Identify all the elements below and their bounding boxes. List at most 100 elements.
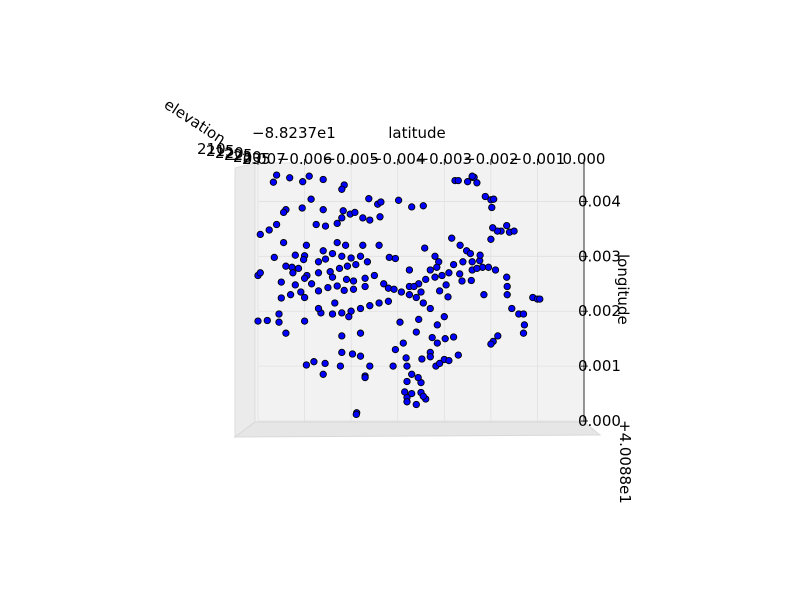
scatter-point bbox=[314, 258, 323, 266]
scatter-point bbox=[426, 304, 434, 313]
x-tick-label: 0.000 bbox=[563, 150, 606, 168]
scatter-point bbox=[503, 282, 511, 291]
scatter-point bbox=[338, 348, 346, 357]
scatter-point bbox=[484, 263, 493, 271]
scatter-point bbox=[356, 252, 365, 260]
scatter-point bbox=[454, 351, 462, 359]
scatter-point bbox=[503, 221, 511, 230]
scatter-point bbox=[520, 321, 529, 329]
scatter-point bbox=[307, 280, 316, 288]
scatter-point bbox=[299, 255, 308, 264]
scatter-point bbox=[314, 304, 323, 313]
scatter-point bbox=[338, 252, 346, 260]
scatter-point bbox=[481, 192, 489, 201]
scatter-point bbox=[519, 329, 528, 337]
scatter-point bbox=[338, 185, 346, 193]
scatter-point bbox=[394, 196, 403, 204]
y-tick-label: 0.001 bbox=[578, 357, 621, 375]
scatter-point bbox=[403, 377, 411, 386]
scatter-point bbox=[321, 359, 329, 368]
scatter-point bbox=[380, 280, 388, 288]
scatter-point bbox=[352, 260, 360, 269]
scatter-point bbox=[449, 333, 458, 341]
scatter-point bbox=[442, 281, 450, 289]
scatter-point bbox=[341, 241, 350, 249]
scatter-point bbox=[300, 317, 309, 325]
scatter-point bbox=[441, 335, 449, 343]
scatter-point bbox=[476, 251, 484, 259]
scatter-point bbox=[343, 262, 352, 270]
scatter-point bbox=[490, 195, 498, 203]
scatter-point bbox=[345, 313, 353, 321]
scatter-point bbox=[473, 264, 481, 273]
scatter-point bbox=[286, 291, 295, 299]
scatter-point bbox=[375, 241, 383, 249]
z-tick-label: 210 bbox=[197, 140, 226, 158]
y-tick-label: 0.002 bbox=[578, 302, 621, 320]
scatter-point bbox=[375, 299, 383, 307]
scatter-point bbox=[275, 310, 283, 318]
scatter-point bbox=[270, 253, 278, 262]
scatter-point bbox=[361, 373, 369, 382]
scatter-point bbox=[349, 285, 358, 293]
x-tick-label: −0.006 bbox=[277, 150, 333, 168]
scatter-point bbox=[289, 269, 297, 277]
y-axis-label: longitude bbox=[614, 254, 632, 325]
x-tick-label: −0.003 bbox=[417, 150, 473, 168]
scatter-point bbox=[510, 227, 518, 235]
scatter-point bbox=[279, 208, 288, 217]
scatter-point bbox=[338, 309, 346, 317]
scatter-point bbox=[410, 282, 418, 291]
z-axis-label: elevation bbox=[161, 95, 229, 148]
data-points bbox=[254, 171, 544, 419]
scatter-point bbox=[272, 220, 281, 229]
scatter-point bbox=[291, 281, 299, 289]
scatter-point bbox=[314, 269, 323, 277]
scatter-point bbox=[389, 362, 397, 370]
scatter-point bbox=[449, 260, 458, 269]
scatter-point bbox=[319, 247, 327, 255]
scatter-point bbox=[459, 258, 467, 266]
scatter-point bbox=[342, 275, 351, 284]
scatter-point bbox=[279, 238, 288, 247]
scatter-point bbox=[435, 287, 444, 295]
scatter-point bbox=[390, 285, 398, 293]
scatter-point bbox=[405, 266, 414, 274]
scatter-point bbox=[418, 355, 426, 363]
scatter-point bbox=[286, 174, 294, 182]
scatter-point bbox=[277, 278, 285, 286]
scatter-point bbox=[391, 254, 400, 263]
scatter-point bbox=[458, 277, 466, 285]
scatter-point bbox=[412, 328, 420, 336]
y-tick-label: 0.003 bbox=[578, 247, 621, 265]
z-tick-label: 220 bbox=[215, 144, 244, 162]
scatter-point bbox=[489, 224, 497, 232]
scatter-point bbox=[444, 293, 452, 301]
scatter-point bbox=[454, 176, 462, 185]
scatter-point bbox=[254, 317, 262, 325]
scatter-point bbox=[403, 398, 411, 406]
scatter-point bbox=[519, 310, 528, 318]
scatter-point bbox=[338, 332, 346, 340]
scatter-point bbox=[488, 203, 496, 212]
scatter-point bbox=[435, 359, 444, 368]
scatter-point bbox=[396, 318, 404, 326]
scatter-point bbox=[463, 178, 472, 186]
scatter-point bbox=[414, 373, 422, 382]
plot-pane-floor bbox=[233, 421, 602, 438]
scatter-point bbox=[417, 288, 425, 296]
scatter-point bbox=[294, 264, 303, 273]
scatter-point bbox=[466, 249, 475, 258]
scatter-point bbox=[366, 302, 374, 310]
scatter-point bbox=[356, 329, 365, 337]
scatter-point bbox=[363, 258, 372, 266]
scatter-point bbox=[272, 171, 281, 179]
scatter-point bbox=[356, 304, 365, 313]
z-tick-label: 235 bbox=[242, 150, 271, 168]
x-tick-label: −0.007 bbox=[230, 150, 286, 168]
scatter-point bbox=[487, 235, 495, 243]
scatter-point bbox=[291, 251, 299, 259]
scatter-point bbox=[385, 253, 393, 262]
scatter-point bbox=[333, 238, 341, 247]
